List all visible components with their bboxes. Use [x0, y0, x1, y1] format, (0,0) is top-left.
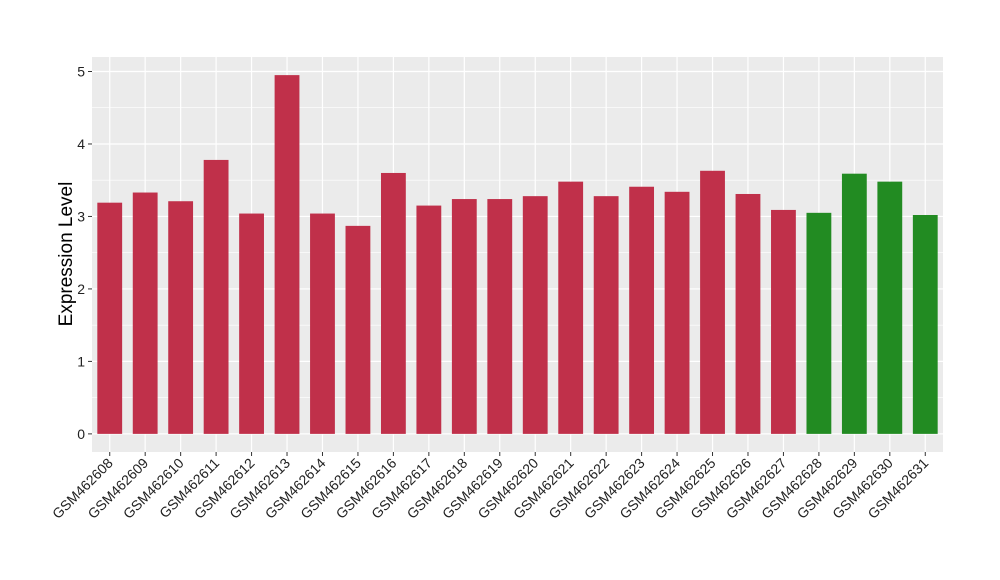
y-axis-title: Expression Level [56, 182, 77, 327]
bar-GSM462622 [593, 196, 619, 434]
bar-GSM462623 [629, 186, 655, 434]
bar-GSM462611 [203, 159, 229, 434]
plot-panel [92, 57, 943, 452]
bar-GSM462616 [380, 172, 406, 434]
x-axis: GSM462608GSM462609GSM462610GSM462611GSM4… [49, 452, 932, 522]
y-tick-label: 0 [77, 426, 85, 442]
bar-GSM462608 [97, 202, 123, 434]
bar-GSM462610 [168, 201, 194, 434]
bar-GSM462626 [735, 193, 761, 434]
bars [97, 75, 938, 434]
bar-GSM462621 [558, 181, 584, 434]
bar-GSM462615 [345, 225, 371, 434]
bar-GSM462628 [806, 212, 832, 434]
bar-GSM462629 [841, 173, 867, 434]
y-tick-label: 4 [77, 136, 85, 152]
bar-GSM462619 [487, 199, 513, 434]
bar-GSM462620 [522, 196, 548, 434]
bar-GSM462618 [451, 199, 477, 434]
bar-GSM462631 [912, 215, 938, 434]
bar-GSM462614 [310, 213, 335, 434]
y-tick-label: 3 [77, 208, 85, 224]
bar-GSM462625 [700, 170, 725, 434]
bar-GSM462630 [877, 181, 903, 434]
bar-GSM462613 [274, 75, 300, 434]
bar-GSM462612 [239, 213, 264, 434]
bar-GSM462617 [416, 205, 442, 434]
y-axis: 0 1 2 3 4 5 [77, 63, 92, 442]
y-tick-label: 5 [77, 63, 85, 79]
bar-GSM462627 [771, 209, 796, 434]
y-tick-label: 1 [77, 353, 85, 369]
bar-GSM462624 [664, 191, 690, 434]
y-tick-label: 2 [77, 281, 85, 297]
bar-GSM462609 [132, 192, 158, 434]
